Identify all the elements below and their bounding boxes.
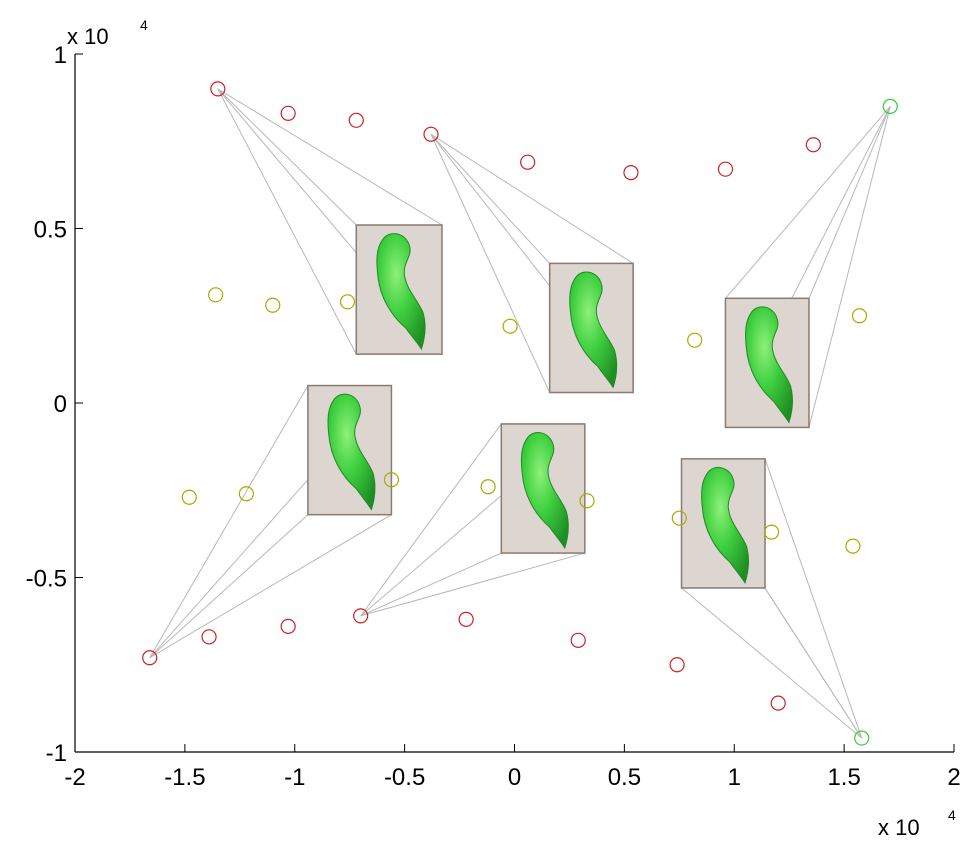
data-point: [280, 105, 296, 121]
data-point: [851, 308, 868, 324]
inset-connector-line: [725, 106, 891, 299]
data-point: [238, 486, 255, 502]
data-point: [805, 137, 821, 153]
data-point: [201, 629, 217, 645]
inset-connector-line: [149, 514, 309, 659]
x-tick-label: -1: [284, 764, 305, 791]
data-point: [579, 493, 595, 509]
y-tick-label: 0.5: [34, 217, 67, 244]
inset-connector-line: [764, 458, 863, 739]
inset-connector-line: [808, 106, 891, 428]
y-tick-label: -1: [46, 740, 67, 767]
inset-connector-line: [360, 552, 585, 617]
inset-connector-line: [217, 88, 357, 355]
tissue-shape: [569, 271, 618, 389]
data-point: [764, 524, 780, 540]
data-point: [854, 730, 870, 746]
data-point: [570, 632, 586, 648]
inset-5: [360, 423, 586, 617]
inset-connector-line: [681, 587, 863, 739]
data-point: [671, 510, 687, 526]
x-axis-multiplier: x 10: [878, 815, 920, 840]
x-tick-label: -0.5: [384, 764, 425, 791]
data-point: [882, 98, 898, 114]
x-tick-label: 1.5: [827, 764, 860, 791]
data-point: [502, 318, 518, 334]
data-point: [208, 287, 224, 303]
tissue-shape: [376, 233, 426, 351]
data-point: [339, 294, 356, 310]
tissue-shape: [520, 432, 569, 550]
inset-2: [430, 133, 634, 394]
data-point: [520, 154, 536, 170]
x-tick-label: 0: [508, 764, 521, 791]
y-tick-label: -0.5: [26, 566, 67, 593]
y-tick-label: 0: [54, 391, 67, 418]
data-point: [480, 479, 496, 495]
tissue-shape: [745, 306, 793, 424]
data-point: [770, 695, 786, 711]
inset-connector-line: [430, 134, 551, 393]
data-point: [383, 472, 400, 488]
data-point: [845, 538, 861, 554]
data-point: [669, 657, 685, 673]
data-point: [181, 489, 197, 505]
x-tick-label: 2: [947, 764, 960, 791]
data-point: [265, 297, 281, 313]
data-point: [623, 165, 639, 181]
x-tick-label: -2: [64, 764, 85, 791]
y-tick-label: 1: [54, 42, 67, 69]
inset-connector-line: [430, 133, 634, 264]
y-axis-multiplier: x 10: [67, 24, 109, 49]
inset-3: [724, 106, 891, 429]
inset-4: [149, 384, 393, 659]
inset-connector-line: [360, 552, 502, 617]
axes: -2 -1.5 -1 -0.5 0 0.5 1 1.5 2-1-0.500.51x 10 4x 1…: [26, 17, 961, 840]
tissue-shape: [701, 466, 749, 584]
plot-area: [142, 81, 898, 746]
data-point: [348, 112, 364, 128]
x-axis-multiplier-exponent: 4: [948, 807, 956, 823]
data-point: [353, 608, 369, 624]
inset-connector-line: [764, 587, 863, 739]
data-point: [687, 332, 703, 348]
inset-1: [217, 88, 443, 355]
inset-connector-line: [217, 88, 443, 226]
inset-6: [680, 458, 863, 739]
data-point: [280, 618, 296, 634]
x-tick-label: 0.5: [608, 764, 641, 791]
inset-connector-line: [808, 106, 891, 299]
tissue-shape: [327, 393, 376, 511]
inset-connector-line: [149, 385, 309, 659]
inset-connector-line: [430, 133, 551, 264]
inset-connector-line: [149, 514, 392, 659]
y-axis-multiplier-exponent: 4: [140, 17, 148, 33]
data-point: [717, 161, 734, 177]
data-point: [458, 611, 474, 627]
x-tick-label: 1: [728, 764, 741, 791]
data-point: [142, 650, 158, 666]
data-point: [423, 126, 439, 142]
data-point: [210, 81, 226, 97]
inset-connector-line: [217, 88, 357, 226]
inset-connector-line: [360, 423, 502, 617]
x-tick-label: -1.5: [164, 764, 205, 791]
